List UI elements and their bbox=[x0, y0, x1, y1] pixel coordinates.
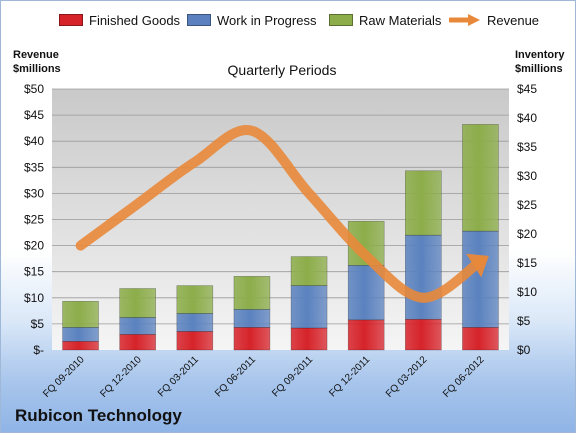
left-tick-label: $- bbox=[33, 343, 44, 357]
left-axis-title-line2: $millions bbox=[13, 63, 61, 75]
left-tick-label: $40 bbox=[24, 134, 44, 148]
left-tick-label: $30 bbox=[24, 186, 44, 200]
bar-wip bbox=[119, 317, 156, 335]
bar-raw bbox=[462, 124, 499, 232]
left-tick-label: $45 bbox=[24, 108, 44, 122]
bar-wip bbox=[462, 230, 499, 328]
legend-finished-swatch bbox=[59, 14, 83, 26]
x-tick-label: FQ 09-2010 bbox=[41, 354, 87, 400]
right-tick-label: $35 bbox=[517, 140, 537, 154]
legend-finished-label: Finished Goods bbox=[89, 12, 181, 28]
right-tick-label: $0 bbox=[517, 343, 531, 357]
legend-finished-goods: Finished Goods bbox=[59, 12, 180, 28]
x-tick-label: FQ 03-2011 bbox=[156, 354, 201, 399]
legend-revenue: Revenue bbox=[449, 12, 539, 28]
bar-wip bbox=[290, 285, 328, 329]
left-tick-label: $50 bbox=[24, 82, 44, 96]
bar-raw bbox=[405, 170, 442, 236]
bar-finished bbox=[62, 340, 99, 351]
right-axis-title-line2: $millions bbox=[515, 63, 563, 75]
left-tick-label: $25 bbox=[24, 213, 44, 227]
legend-raw-swatch bbox=[329, 14, 353, 26]
right-tick-label: $15 bbox=[517, 256, 537, 270]
x-tick-label: FQ 03-2012 bbox=[384, 354, 430, 400]
x-tick-label: FQ 09-2011 bbox=[270, 354, 315, 399]
bar-wip bbox=[62, 327, 99, 342]
bar-wip bbox=[176, 313, 214, 332]
left-tick-label: $20 bbox=[24, 239, 44, 253]
legend-revenue-label: Revenue bbox=[487, 12, 540, 28]
right-tick-label: $30 bbox=[517, 169, 537, 183]
bar-finished bbox=[462, 327, 499, 351]
bar-wip bbox=[233, 309, 271, 328]
legend-wip-swatch bbox=[187, 14, 211, 26]
company-name: Rubicon Technology bbox=[15, 406, 182, 425]
left-axis-title-line1: Revenue bbox=[13, 49, 59, 61]
bar-finished bbox=[176, 331, 214, 351]
bar-finished bbox=[405, 318, 442, 351]
bar-finished bbox=[290, 327, 328, 351]
bar-raw bbox=[176, 285, 214, 314]
left-tick-label: $10 bbox=[24, 291, 44, 305]
right-tick-label: $10 bbox=[517, 285, 537, 299]
right-axis-title-line1: Inventory bbox=[515, 49, 565, 61]
bar-raw bbox=[119, 288, 156, 318]
right-tick-label: $40 bbox=[517, 111, 537, 125]
x-tick-label: FQ 12-2011 bbox=[327, 354, 372, 399]
right-tick-label: $25 bbox=[517, 198, 537, 212]
bar-raw bbox=[62, 300, 99, 328]
left-tick-label: $35 bbox=[24, 160, 44, 174]
left-axis-title: Revenue $millions bbox=[13, 48, 61, 76]
right-tick-label: $45 bbox=[517, 82, 537, 96]
legend-work-in-progress: Work in Progress bbox=[187, 12, 316, 28]
left-tick-label: $5 bbox=[31, 317, 45, 331]
revenue-line bbox=[75, 125, 486, 303]
legend-raw-materials: Raw Materials bbox=[329, 12, 441, 28]
x-tick-label: FQ 12-2010 bbox=[98, 354, 144, 400]
revenue-arrowhead bbox=[466, 253, 489, 278]
right-tick-label: $5 bbox=[517, 314, 531, 328]
x-tick-label: FQ 06-2011 bbox=[213, 354, 258, 399]
bar-finished bbox=[233, 327, 271, 351]
left-tick-label: $15 bbox=[24, 265, 44, 279]
bar-finished bbox=[119, 334, 156, 351]
legend-raw-label: Raw Materials bbox=[359, 12, 442, 28]
bar-raw bbox=[233, 276, 271, 310]
bar-wip bbox=[405, 234, 442, 320]
legend-wip-label: Work in Progress bbox=[217, 12, 317, 28]
bar-raw bbox=[290, 256, 328, 286]
right-tick-label: $20 bbox=[517, 227, 537, 241]
plot-title: Quarterly Periods bbox=[227, 62, 337, 78]
legend-revenue-arrow-icon bbox=[449, 14, 480, 26]
bar-finished bbox=[347, 319, 385, 351]
right-axis-title: Inventory $millions bbox=[515, 48, 565, 76]
x-tick-label: FQ 06-2012 bbox=[441, 354, 487, 400]
